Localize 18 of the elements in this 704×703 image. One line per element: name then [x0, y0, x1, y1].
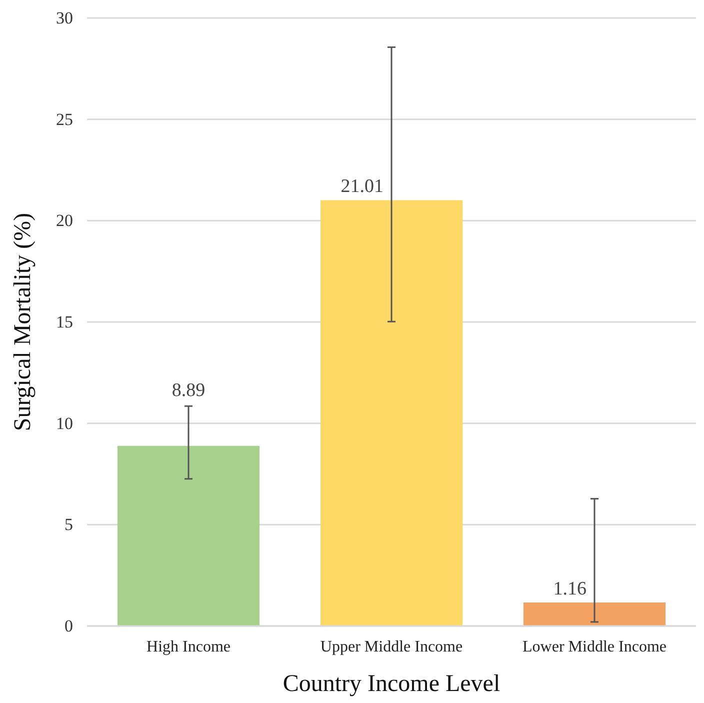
- x-tick-label: Upper Middle Income: [320, 638, 463, 656]
- data-label: 21.01: [340, 176, 384, 198]
- y-tick-label: 10: [56, 414, 73, 433]
- y-tick-label: 25: [56, 110, 73, 129]
- x-tick-label: Lower Middle Income: [522, 638, 666, 656]
- y-tick-label: 30: [56, 8, 73, 28]
- x-tick-label: High Income: [146, 638, 230, 656]
- bar: [523, 602, 666, 626]
- y-tick-label: 20: [56, 211, 73, 230]
- y-tick-label: 15: [56, 312, 73, 332]
- y-tick-label: 5: [64, 515, 73, 534]
- y-tick-label: 0: [64, 616, 73, 636]
- bar: [320, 200, 463, 626]
- x-axis-title: Country Income Level: [282, 671, 500, 697]
- bar: [117, 446, 260, 626]
- data-label: 8.89: [172, 380, 206, 402]
- y-axis-title: Surgical Mortality (%): [10, 212, 36, 432]
- data-label: 1.16: [553, 578, 586, 600]
